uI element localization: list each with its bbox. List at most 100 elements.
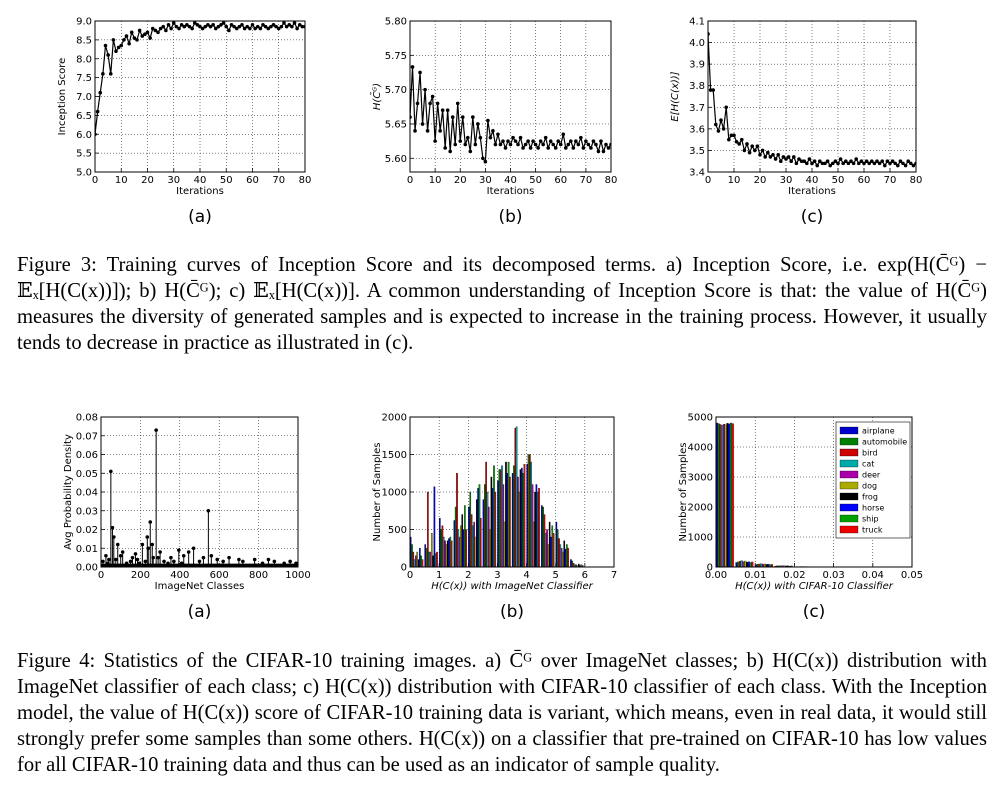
data-point	[253, 26, 257, 31]
data-point	[140, 34, 145, 38]
x-tick-label: 30	[167, 175, 180, 186]
fig4b-chart: 0 1 2 3 4 5 6 7 0 500 1000 1500 2000 H(C(x)) with Ima…	[372, 413, 617, 623]
x-tick-label: 20	[141, 175, 154, 186]
figure-3-label: Figure 3:	[17, 254, 97, 276]
data-point	[870, 159, 874, 164]
data-point	[198, 24, 202, 29]
x-tick-label: 200	[131, 570, 150, 581]
bar	[721, 425, 724, 567]
figure-3-caption-text-2: exp(H(C̄ᴳ) − 𝔼ₓ[H(C(x))]); b) H(C̄ᴳ); c)…	[17, 254, 987, 302]
figure-3-svg: 0 10 20 30 40 50 60 70 80 5.0 5.5 6.0 6.5 7.0 7.5 8.0 8.…	[57, 17, 922, 228]
data-point	[599, 139, 603, 143]
bar	[532, 521, 535, 567]
bar	[507, 461, 510, 567]
data-point	[478, 135, 483, 140]
bar	[453, 520, 456, 567]
x-tick-label: 20	[454, 175, 467, 186]
bar	[490, 476, 493, 567]
y-axis-label: Number of Samples	[678, 443, 689, 542]
bar	[521, 467, 523, 567]
data-point	[274, 24, 278, 29]
bar	[461, 514, 464, 567]
bar	[726, 423, 729, 567]
data-point	[734, 140, 739, 144]
data-point	[271, 22, 276, 27]
y-tick-label: 7.0	[76, 92, 92, 103]
data-point	[128, 559, 133, 564]
data-point	[737, 142, 741, 146]
figure-4-caption-text-4: variant, which means, even in real data,…	[17, 702, 987, 750]
data-point	[805, 161, 809, 166]
figure-3-caption-text-1: Training curves of Inception Score and i…	[106, 254, 868, 276]
y-tick-label: 0.05	[76, 469, 98, 480]
bar	[513, 465, 515, 567]
data-point	[455, 101, 460, 106]
data-point	[875, 159, 879, 164]
data-point	[234, 26, 239, 31]
bar	[421, 559, 424, 567]
bar	[519, 469, 522, 567]
y-tick-label: 0.01	[76, 544, 98, 555]
data-point	[101, 72, 105, 76]
data-point	[745, 142, 749, 146]
data-point	[103, 43, 108, 48]
data-point	[282, 21, 286, 25]
data-point	[508, 142, 513, 147]
bar	[419, 548, 421, 567]
bar	[506, 473, 509, 567]
data-point	[812, 159, 817, 164]
data-point	[576, 142, 581, 147]
data-point	[571, 146, 576, 150]
data-point	[781, 155, 786, 159]
data-point	[221, 21, 226, 25]
bar	[460, 525, 462, 567]
data-point	[880, 159, 884, 164]
bar	[542, 506, 544, 567]
data-point	[190, 26, 194, 31]
x-tick-label: 0.00	[705, 570, 727, 581]
bar	[563, 540, 566, 567]
data-point	[272, 559, 277, 564]
data-point	[828, 163, 832, 168]
data-point	[818, 159, 822, 164]
plot-frame	[409, 416, 615, 568]
bar	[538, 488, 540, 567]
data-point	[119, 43, 124, 48]
data-point	[862, 161, 866, 166]
x-tick-label: 0.03	[822, 570, 844, 581]
data-point	[261, 22, 265, 27]
data-point	[415, 101, 420, 106]
fig4c-marks	[716, 422, 832, 567]
bar	[540, 505, 543, 567]
bar	[484, 484, 486, 567]
legend-label: bird	[862, 449, 878, 458]
data-point	[111, 38, 116, 42]
subfigure-label: (b)	[500, 602, 524, 622]
x-tick-label: 600	[210, 570, 229, 581]
x-axis-label: Iterations	[487, 186, 535, 197]
data-point	[483, 159, 488, 164]
data-point	[158, 26, 163, 31]
bar	[458, 536, 461, 567]
data-point	[156, 30, 160, 35]
data-point	[266, 26, 271, 31]
data-point	[95, 109, 100, 114]
data-point	[162, 559, 166, 564]
y-tick-label: 3.5	[689, 146, 705, 157]
data-point	[513, 139, 518, 143]
data-point	[425, 129, 430, 133]
data-point	[815, 163, 819, 168]
legend-label: ship	[862, 515, 879, 524]
bar	[728, 423, 731, 567]
data-point	[209, 553, 214, 558]
data-point	[177, 548, 181, 552]
legend-label: frog	[862, 493, 878, 502]
data-point	[211, 22, 215, 27]
data-point	[586, 142, 591, 147]
data-point	[197, 559, 202, 564]
bar	[441, 525, 444, 567]
data-point	[166, 22, 171, 27]
figure-4: 0 200 400 600 800 1000 0.00 0.01 0.02 0.03 0.04 0.0…	[0, 400, 998, 640]
data-point	[729, 133, 734, 138]
data-point	[137, 561, 142, 566]
